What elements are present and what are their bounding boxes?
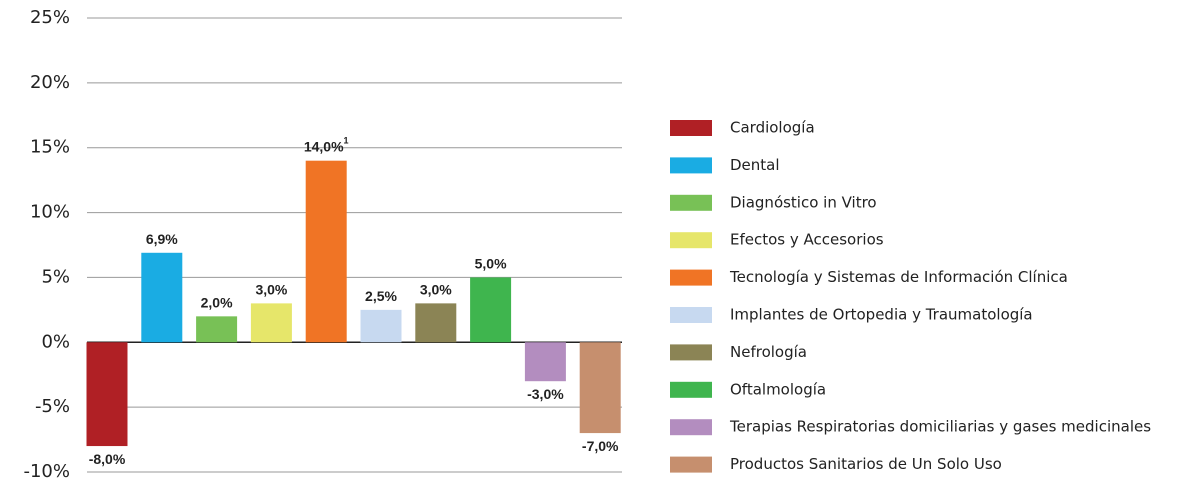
value-label: 5,0% — [475, 255, 507, 271]
value-label-text: -3,0% — [527, 386, 564, 402]
legend-swatch — [670, 307, 712, 323]
bar — [470, 277, 512, 343]
value-label: -8,0% — [89, 451, 126, 467]
bar — [141, 252, 183, 343]
bar — [579, 342, 621, 434]
legend-label: Tecnología y Sistemas de Información Clí… — [729, 268, 1068, 286]
bar — [196, 316, 238, 343]
legend-swatch — [670, 456, 712, 473]
value-label-text: -8,0% — [89, 451, 126, 467]
y-tick-label: -10% — [23, 461, 70, 482]
legend-label: Diagnóstico in Vitro — [730, 193, 877, 211]
value-label-text: 2,0% — [201, 294, 233, 310]
legend-swatch — [670, 419, 712, 436]
legend-swatch — [670, 120, 712, 136]
footnote-mark: 1 — [344, 136, 349, 146]
bar — [86, 342, 128, 447]
value-label-text: 2,5% — [365, 288, 397, 304]
legend-label: Cardiología — [730, 119, 815, 137]
legend-label: Nefrología — [730, 343, 807, 361]
bar — [524, 342, 566, 382]
value-label: 3,0% — [420, 281, 452, 297]
legend-swatch — [670, 344, 712, 361]
value-label-text: 3,0% — [420, 281, 452, 297]
legend-swatch — [670, 269, 712, 286]
value-label-text: 5,0% — [475, 255, 507, 271]
value-label-text: -7,0% — [582, 438, 619, 454]
legend-label: Dental — [730, 156, 780, 174]
bar — [250, 303, 292, 343]
legend-label: Efectos y Accesorios — [730, 231, 884, 249]
value-label: 6,9% — [146, 230, 178, 246]
value-label: -3,0% — [527, 386, 564, 402]
legend-swatch — [670, 157, 712, 174]
legend-swatch — [670, 232, 712, 249]
bar — [415, 303, 457, 343]
value-label-text: 6,9% — [146, 230, 178, 246]
legend-swatch — [670, 381, 712, 398]
legend-label: Productos Sanitarios de Un Solo Uso — [730, 455, 1002, 473]
y-tick-label: 25% — [30, 7, 70, 28]
legend-swatch — [670, 194, 712, 211]
y-tick-label: 10% — [30, 202, 70, 223]
legend-label: Terapias Respiratorias domiciliarias y g… — [729, 418, 1151, 436]
value-label-text: 14,0% — [304, 138, 344, 154]
value-label: -7,0% — [582, 438, 619, 454]
y-tick-label: 20% — [30, 72, 70, 93]
value-label: 2,5% — [365, 288, 397, 304]
value-label: 3,0% — [255, 281, 287, 297]
y-tick-label: -5% — [35, 396, 70, 417]
value-label-text: 3,0% — [255, 281, 287, 297]
legend-label: Implantes de Ortopedia y Traumatología — [730, 306, 1033, 324]
y-tick-label: 0% — [41, 331, 70, 352]
value-label: 2,0% — [201, 294, 233, 310]
y-tick-label: 5% — [41, 266, 70, 287]
bar — [360, 309, 402, 343]
value-label: 14,0%1 — [304, 136, 349, 154]
y-tick-label: 15% — [30, 137, 70, 158]
bar — [305, 160, 347, 343]
legend-label: Oftalmología — [730, 380, 826, 398]
